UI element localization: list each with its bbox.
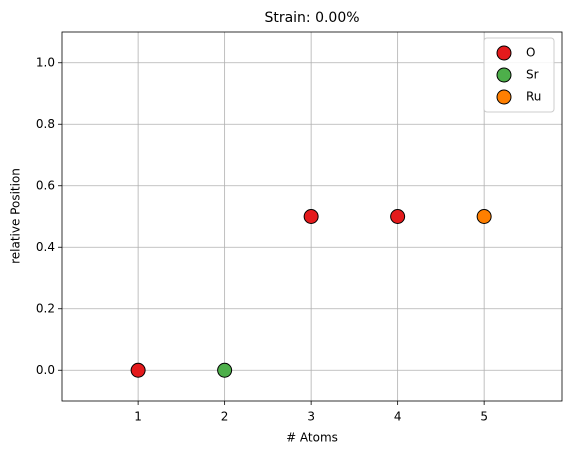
x-tick-label: 3 [307, 410, 315, 424]
scatter-point [390, 209, 406, 224]
y-tick-label: 0.4 [36, 240, 55, 254]
scatter-point [130, 362, 146, 378]
y-tick-label: 0.2 [36, 301, 55, 315]
scatter-point [217, 362, 233, 378]
y-tick-label: 0.0 [36, 363, 55, 377]
y-axis-label: relative Position [9, 168, 23, 264]
legend-marker [496, 67, 512, 83]
x-tick-label: 2 [221, 410, 229, 424]
scatter-point [303, 209, 319, 224]
legend-label: Ru [526, 90, 541, 104]
legend-marker [496, 45, 512, 61]
x-tick-label: 5 [480, 410, 488, 424]
x-axis-label: # Atoms [286, 431, 338, 445]
chart-title: Strain: 0.00% [264, 10, 359, 26]
x-tick-label: 1 [134, 410, 142, 424]
plot-frame [61, 31, 563, 402]
x-tick-label: 4 [394, 410, 402, 424]
y-tick-label: 0.8 [36, 117, 55, 131]
scatter-point [476, 209, 492, 224]
legend-label: Sr [526, 68, 539, 82]
legend-box [483, 37, 555, 113]
y-tick-label: 0.6 [36, 178, 55, 192]
y-tick-label: 1.0 [36, 55, 55, 69]
legend-label: O [526, 46, 535, 60]
legend-marker [496, 89, 512, 105]
